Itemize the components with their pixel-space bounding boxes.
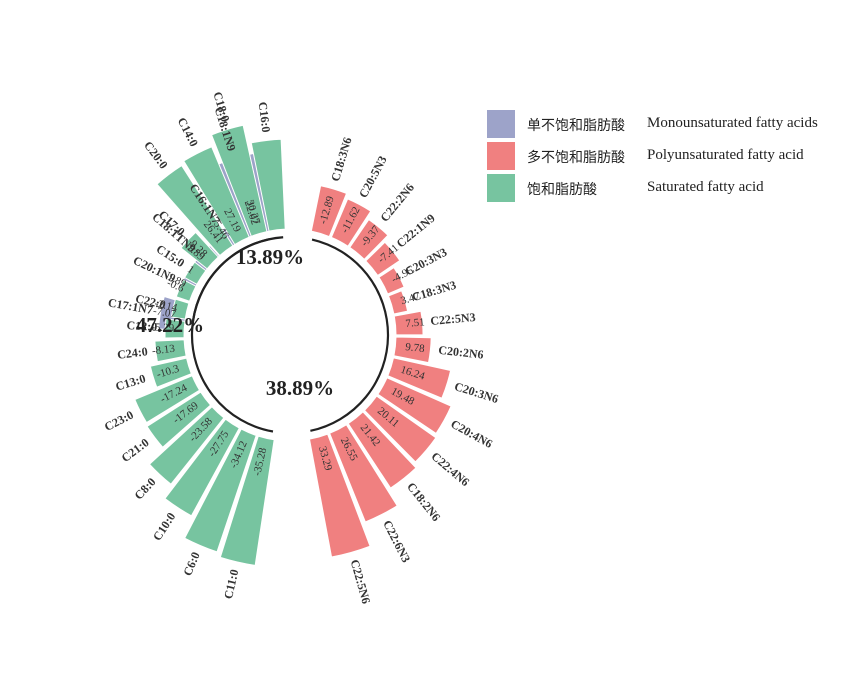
category-label-poly-0: C18:3N6: [328, 136, 354, 183]
category-label-sat-2: C10:0: [150, 510, 178, 543]
percent-label-sat: 47.22%: [136, 313, 204, 337]
category-label-poly-11: C18:2N6: [404, 480, 443, 524]
legend-item-mono: 单不饱和脂肪酸 Monounsaturated fatty acids: [487, 110, 837, 140]
value-label-sat-8: -5.29: [151, 321, 175, 334]
category-label-sat-15: C18:0: [210, 90, 232, 123]
bar-poly-8: [387, 357, 452, 399]
bar-poly-11: [347, 411, 417, 489]
category-label-sat-14: C14:0: [175, 115, 201, 149]
legend-label-en: Saturated fatty acid: [647, 179, 764, 195]
bar-poly-9: [377, 377, 452, 435]
category-label-sat-0: C11:0: [221, 568, 241, 600]
percent-label-poly: 38.89%: [266, 376, 334, 400]
bar-poly-12: [328, 424, 398, 523]
category-label-poly-2: C22:2N6: [377, 181, 417, 225]
bar-poly-3: [365, 241, 401, 277]
category-label-poly-13: C22:5N6: [348, 558, 374, 605]
bar-sat-1: [184, 428, 257, 553]
value-label-sat-7: -8.13: [151, 343, 176, 358]
legend-label-en: Polyunsaturated fatty acid: [647, 147, 804, 163]
category-label-poly-9: C20:4N6: [448, 417, 494, 451]
bar-sat-2: [164, 418, 240, 517]
value-label-poly-6: 7.51: [405, 316, 425, 330]
legend-label-cn: 单不饱和脂肪酸: [527, 118, 625, 134]
legend-label-cn: 饱和脂肪酸: [527, 182, 597, 198]
category-label-poly-7: C20:2N6: [438, 343, 485, 362]
bar-sat-11: [183, 261, 207, 285]
bar-sat-15: [210, 124, 268, 237]
category-label-sat-3: C8:0: [131, 475, 158, 503]
bar-poly-10: [363, 395, 437, 463]
bar-sat-3: [148, 406, 225, 485]
bar-sat-0: [219, 435, 275, 566]
value-label-poly-7: 9.78: [405, 341, 426, 355]
category-label-poly-8: C20:3N6: [453, 379, 500, 406]
bar-sat-4: [146, 391, 212, 448]
category-label-poly-3: C22:1N9: [394, 211, 438, 251]
legend-swatch-sat: [487, 174, 515, 202]
category-label-poly-5: C18:3N3: [410, 278, 457, 304]
bar-poly-4: [378, 266, 405, 295]
category-label-poly-10: C22:4N6: [429, 449, 473, 489]
bar-sat-9: [170, 298, 190, 320]
category-label-poly-1: C20:5N3: [356, 154, 390, 201]
category-label-sat-9: C22:0: [134, 291, 167, 312]
bar-sat-12: [180, 231, 219, 270]
bar-poly-13: [308, 433, 371, 558]
group-arc-sat: [190, 236, 284, 433]
value-label-mono-0: -7.07: [152, 305, 177, 321]
legend-swatch-poly: [487, 142, 515, 170]
legend-swatch-mono: [487, 110, 515, 138]
group-arc-poly: [310, 238, 390, 432]
bar-sat-7: [154, 339, 187, 363]
legend-label-cn: 多不饱和脂肪酸: [527, 150, 625, 166]
category-label-sat-7: C24:0: [116, 344, 148, 362]
category-label-sat-8: C12:0: [126, 318, 157, 334]
legend-item-sat: 饱和脂肪酸 Saturated fatty acid: [487, 174, 837, 204]
category-label-poly-6: C22:5N3: [430, 310, 476, 328]
bars-layer: [134, 124, 452, 566]
bar-poly-2: [349, 218, 389, 261]
bar-poly-6: [393, 310, 424, 336]
bar-sat-14: [183, 146, 250, 246]
group-arcs: [190, 236, 390, 433]
bar-sat-6: [149, 357, 192, 388]
percent-label-mono: 13.89%: [236, 245, 304, 269]
bar-sat-8: [164, 318, 186, 339]
category-label-sat-13: C20:0: [141, 139, 171, 172]
bar-sat-16: [250, 138, 286, 232]
legend-label-en: Monounsaturated fatty acids: [647, 115, 818, 131]
category-label-sat-1: C6:0: [180, 550, 203, 578]
value-label-poly-5: 3.47: [399, 290, 421, 307]
bar-sat-5: [134, 375, 201, 424]
category-label-sat-5: C23:0: [102, 408, 136, 434]
bar-poly-5: [387, 290, 409, 315]
value-label-sat-11: 1: [185, 263, 196, 276]
category-label-poly-4: C20:3N3: [403, 245, 450, 279]
value-label-sat-9: -2.14: [153, 297, 179, 314]
category-label-sat-16: C16:0: [256, 101, 274, 133]
bar-poly-1: [330, 198, 372, 247]
category-label-sat-4: C21:0: [119, 435, 152, 465]
group-percent-labels: 13.89% 38.89% 47.22%: [136, 245, 334, 400]
bar-sat-10: [175, 279, 197, 302]
category-label-sat-6: C13:0: [114, 371, 147, 393]
legend-item-poly: 多不饱和脂肪酸 Polyunsaturated fatty acid: [487, 142, 837, 172]
bar-poly-0: [310, 185, 348, 238]
category-label-poly-12: C22:6N3: [380, 518, 413, 565]
bar-sat-13: [156, 164, 234, 257]
bar-poly-7: [393, 336, 432, 364]
